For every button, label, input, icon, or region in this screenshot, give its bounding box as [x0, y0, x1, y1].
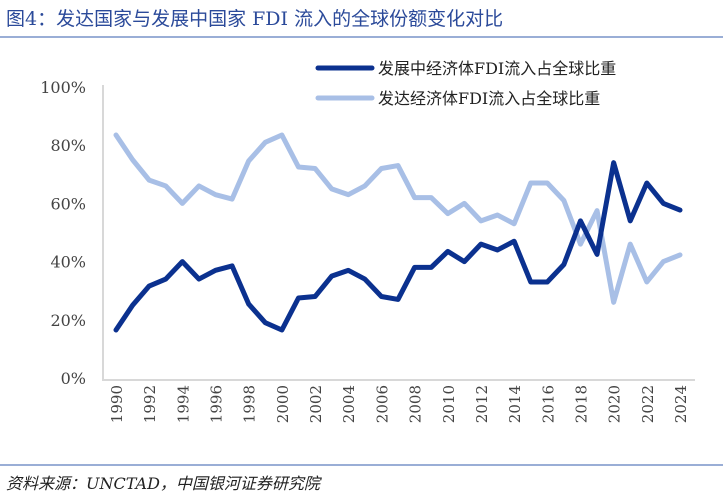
y-tick-label: 20%	[50, 311, 86, 330]
x-tick-label: 2018	[572, 385, 590, 423]
axis-frame	[102, 85, 695, 381]
x-tick-label: 1996	[208, 385, 226, 423]
x-tick-label: 2010	[440, 385, 458, 423]
x-tick-label: 2020	[606, 385, 624, 423]
x-tick-label: 1994	[174, 385, 192, 423]
x-tick-label: 2014	[506, 385, 524, 423]
x-tick-label: 2006	[373, 385, 391, 423]
x-tick-label: 2004	[340, 385, 358, 423]
x-tick-label: 2000	[274, 385, 292, 423]
y-tick-label: 0%	[61, 369, 86, 388]
x-tick-label: 1998	[241, 385, 259, 423]
source-rule	[0, 464, 723, 466]
source-note: 资料来源：UNCTAD，中国银河证券研究院	[6, 474, 320, 493]
x-tick-label: 2024	[672, 385, 690, 423]
x-tick-label: 2016	[539, 385, 557, 423]
x-tick-label: 2012	[473, 385, 491, 423]
y-tick-label: 60%	[50, 194, 86, 213]
x-tick-label: 1990	[108, 385, 126, 423]
title-rule	[0, 36, 723, 38]
legend-label: 发展中经济体FDI流入占全球比重	[378, 59, 616, 78]
y-tick-label: 100%	[40, 78, 86, 97]
chart-title: 图4：发达国家与发展中国家 FDI 流入的全球份额变化对比	[6, 8, 504, 30]
x-tick-label: 2022	[639, 385, 657, 423]
x-tick-label: 1992	[141, 385, 159, 423]
x-tick-label: 2002	[307, 385, 325, 423]
y-tick-label: 80%	[50, 136, 86, 155]
y-tick-label: 40%	[50, 253, 86, 272]
line-chart: 0% 20% 40% 60% 80% 100% 1990 1992 1994 1996 1998 20…	[40, 59, 695, 423]
legend-label: 发达经济体FDI流入占全球比重	[378, 89, 600, 108]
x-tick-label: 2008	[407, 385, 425, 423]
